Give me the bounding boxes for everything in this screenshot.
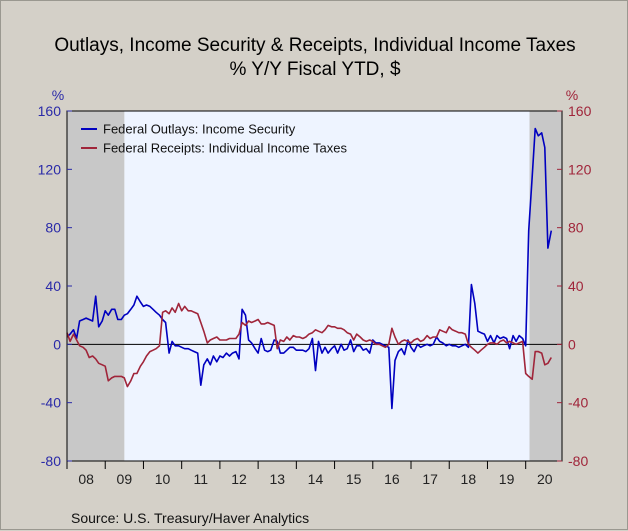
x-tick-label: 08 <box>78 471 94 487</box>
x-tick-label: 15 <box>346 471 362 487</box>
x-tick-label: 14 <box>308 471 324 487</box>
axes: -80 -80 -40 -40 0 0 40 40 80 80 120 120 160 160 08 09 10… <box>38 103 592 487</box>
x-tick-label: 13 <box>269 471 285 487</box>
right-tick-label: 0 <box>568 336 576 352</box>
series-lines <box>66 127 553 410</box>
source-note: Source: U.S. Treasury/Haver Analytics <box>71 510 309 526</box>
x-tick-label: 10 <box>155 471 171 487</box>
x-tick-label: 12 <box>231 471 247 487</box>
left-tick-label: -40 <box>41 395 61 411</box>
right-tick-label: 160 <box>568 103 592 119</box>
right-tick-label: 120 <box>568 161 592 177</box>
left-tick-label: 0 <box>53 336 61 352</box>
left-tick-label: 160 <box>38 103 62 119</box>
plot-area <box>67 111 562 461</box>
x-tick-label: 20 <box>537 471 553 487</box>
legend-label-1: Federal Outlays: Income Security <box>103 122 296 137</box>
left-tick-label: -80 <box>41 453 61 469</box>
x-tick-label: 17 <box>422 471 438 487</box>
x-tick-label: 11 <box>194 471 209 487</box>
right-tick-label: 80 <box>568 220 584 236</box>
left-tick-label: 120 <box>38 161 62 177</box>
chart-title: Outlays, Income Security & Receipts, Ind… <box>54 35 575 56</box>
right-tick-label: -80 <box>568 453 588 469</box>
x-tick-label: 16 <box>384 471 400 487</box>
x-tick-label: 18 <box>461 471 477 487</box>
right-tick-label: 40 <box>568 278 584 294</box>
right-axis-unit: % <box>566 87 578 103</box>
plot-background <box>67 111 562 461</box>
right-tick-label: -40 <box>568 395 588 411</box>
legend-label-2: Federal Receipts: Individual Income Taxe… <box>103 141 347 156</box>
left-tick-label: 40 <box>45 278 61 294</box>
series-line-1 <box>66 127 553 410</box>
left-tick-label: 80 <box>45 220 61 236</box>
x-tick-label: 19 <box>499 471 515 487</box>
legend: Federal Outlays: Income Security Federal … <box>81 122 347 156</box>
chart-subtitle: % Y/Y Fiscal YTD, $ <box>229 59 400 80</box>
recession-band-1 <box>67 111 125 461</box>
series-line-2 <box>66 302 552 388</box>
x-tick-label: 09 <box>117 471 133 487</box>
left-axis-unit: % <box>52 87 64 103</box>
